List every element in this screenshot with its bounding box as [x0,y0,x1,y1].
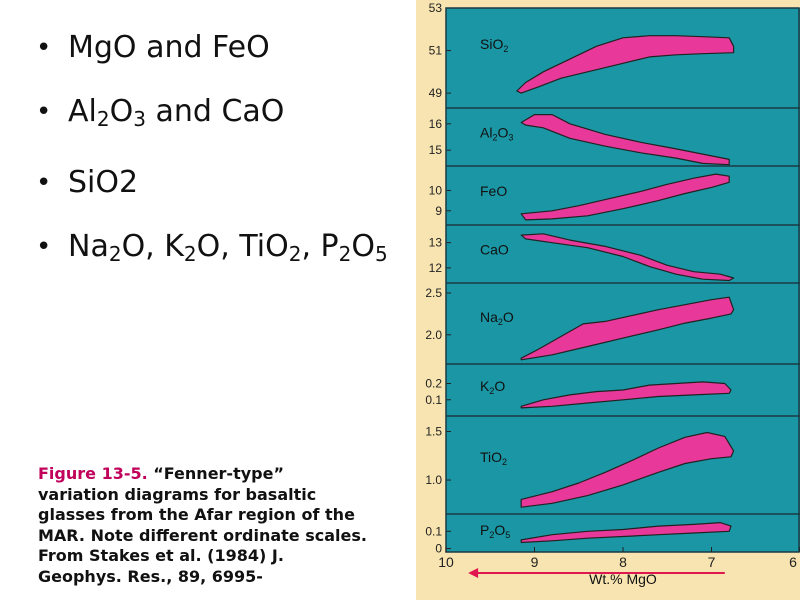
bullet-item: • Al2O3 and CaO [36,94,406,137]
compositional-field [520,113,730,166]
panel-label: Na2O [480,309,514,327]
figure-caption: Figure 13-5. “Fenner-type” variation dia… [38,464,368,587]
bullet-text: SiO2 [68,165,139,200]
y-tick-label: 1.0 [425,473,442,487]
arrowhead-icon [468,568,479,578]
panel-label: CaO [480,241,509,257]
y-tick-label: 53 [429,1,443,15]
y-tick-label: 0.1 [425,393,442,407]
compositional-field [520,233,735,282]
y-tick-label: 12 [429,261,443,275]
panel: 15 16 Al2O3 [429,113,730,166]
bullet-text: Al2O3 and CaO [68,94,285,131]
panel-label: SiO2 [480,36,508,54]
y-tick-label: 2.5 [425,286,442,300]
y-tick-label: 1.5 [425,425,442,439]
x-axis-label: Wt.% MgO [589,571,657,587]
panel-label: P2O5 [480,522,510,540]
y-tick-label: 0 [435,542,442,556]
compositional-field [520,381,732,409]
bullet-item: • Na2O, K2O, TiO2, P2O5 [36,229,406,272]
panel: 2.0 2.5 Na2O [425,286,735,361]
compositional-field [520,521,732,544]
y-tick-label: 0.1 [425,524,442,538]
panel-label: FeO [480,183,507,199]
y-tick-label: 2.0 [425,328,442,342]
compositional-field [520,173,730,221]
compositional-field [520,431,735,508]
x-tick-label: 10 [438,554,454,570]
panel: 12 13 CaO [429,233,735,282]
x-tick-label: 6 [789,554,797,570]
x-tick-label: 7 [708,554,716,570]
y-tick-label: 0.2 [425,377,442,391]
y-tick-label: 16 [429,117,443,131]
y-tick-label: 51 [429,44,443,58]
plot-area [446,8,800,552]
panel-label: TiO2 [480,449,507,467]
caption-text: “Fenner-type” variation diagrams for bas… [38,464,367,586]
bullet-text: MgO and FeO [68,30,270,65]
bullet-dot-icon: • [36,33,52,63]
bullet-list: • MgO and FeO • Al2O3 and CaO • SiO2 • Na2O,… [36,30,406,300]
y-tick-label: 13 [429,236,443,250]
y-tick-label: 15 [429,143,443,157]
y-tick-label: 49 [429,86,443,100]
panel-label: K2O [480,378,505,396]
figure-number: Figure 13-5. [38,464,148,483]
x-tick-label: 8 [619,554,627,570]
panel: 1.0 1.5 TiO2 [425,425,735,508]
bullet-dot-icon: • [36,97,52,127]
panel-label: Al2O3 [480,124,513,142]
panel: 0.1 0.2 K2O [425,377,732,409]
variation-diagram-chart: 49 51 53 SiO2 15 16 Al2O3 9 10 FeO 12 13 CaO 2.0 2.5 Na… [416,0,800,600]
bullet-item: • SiO2 [36,165,406,201]
y-tick-label: 9 [435,204,442,218]
compositional-field [520,296,735,361]
bullet-text: Na2O, K2O, TiO2, P2O5 [68,229,388,266]
panel: 0 0.1 P2O5 [425,521,732,556]
panel: 9 10 FeO [429,173,730,221]
bullet-dot-icon: • [36,232,52,262]
y-tick-label: 10 [429,183,443,197]
bullet-dot-icon: • [36,168,52,198]
x-tick-label: 9 [531,554,539,570]
bullet-item: • MgO and FeO [36,30,406,66]
compositional-field [516,35,735,94]
